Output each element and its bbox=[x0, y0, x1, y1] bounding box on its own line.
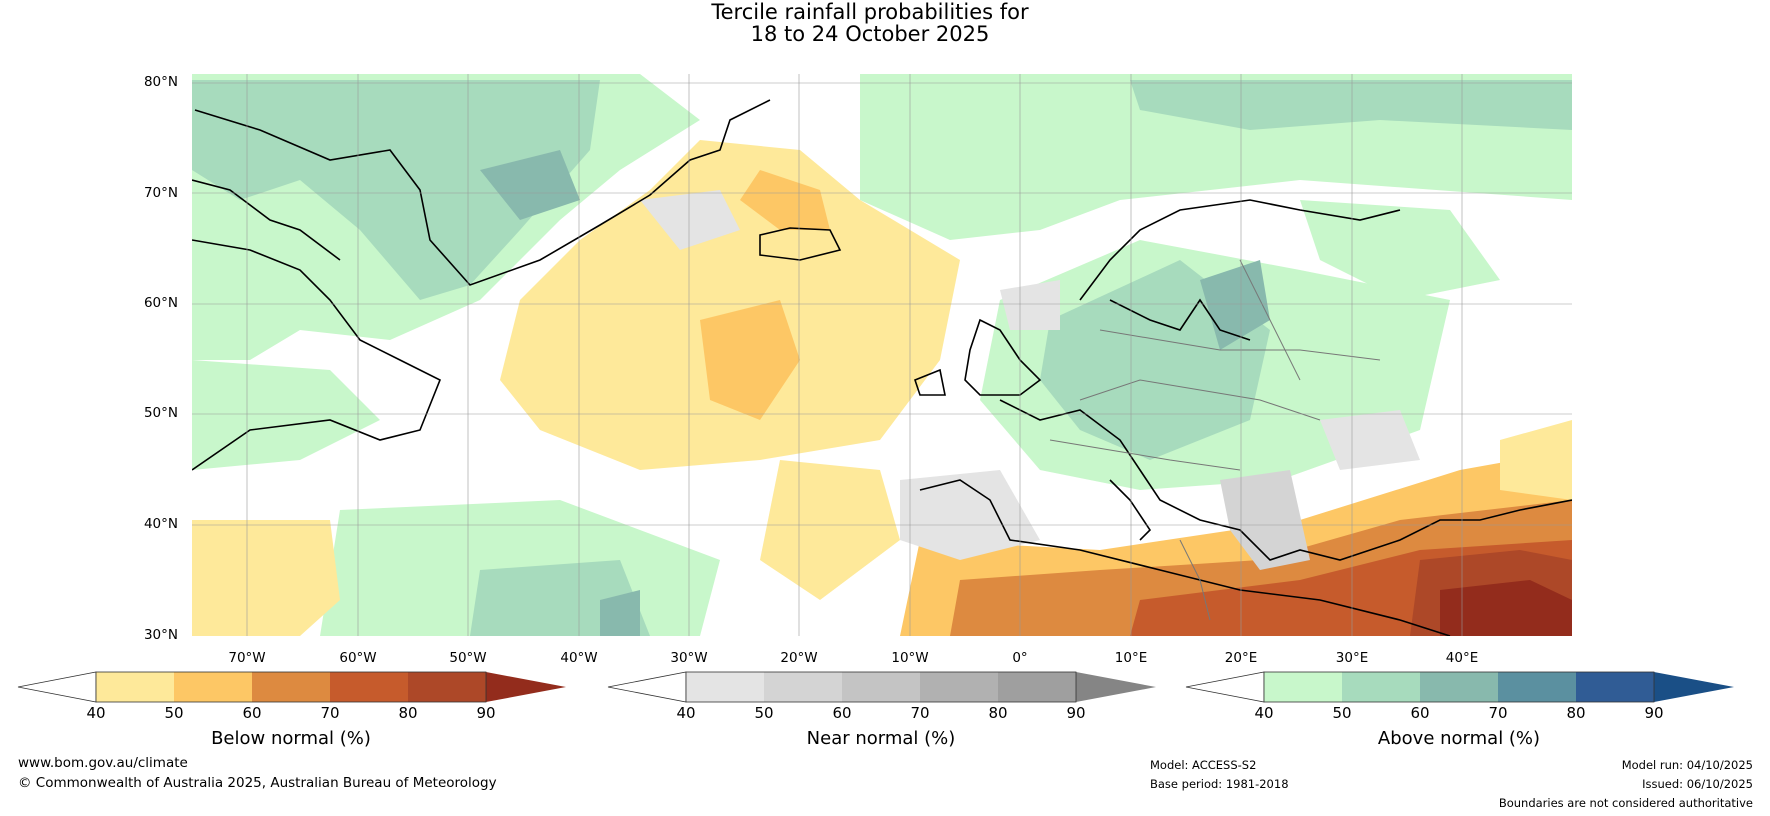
country-borders bbox=[1049, 259, 1381, 621]
map-area bbox=[192, 74, 1572, 636]
legend-tick: 50 bbox=[754, 704, 774, 722]
lat-label: 40°N bbox=[143, 516, 178, 532]
lat-label: 70°N bbox=[143, 185, 178, 201]
legend-tick: 90 bbox=[1066, 704, 1086, 722]
legend-tick: 40 bbox=[1254, 704, 1274, 722]
model-name: Model: ACCESS-S2 bbox=[1150, 758, 1257, 772]
lon-label: 60°W bbox=[339, 650, 377, 666]
legend-tick: 60 bbox=[832, 704, 852, 722]
lon-label: 30°W bbox=[670, 650, 708, 666]
lon-label: 20°W bbox=[780, 650, 818, 666]
near-normal-fields bbox=[640, 190, 1420, 570]
lon-label: 40°W bbox=[560, 650, 598, 666]
disclaimer: Boundaries are not considered authoritat… bbox=[1498, 796, 1753, 810]
website-link[interactable]: www.bom.gov.au/climate bbox=[18, 755, 188, 771]
model-run-date: Model run: 04/10/2025 bbox=[1621, 758, 1753, 772]
lon-label: 10°W bbox=[891, 650, 929, 666]
legend-title-near-normal: Near normal (%) bbox=[806, 728, 956, 749]
lat-label: 50°N bbox=[143, 405, 178, 421]
legend-above-normal-bar bbox=[1185, 671, 1734, 703]
lat-label: 60°N bbox=[143, 295, 178, 311]
lon-label: 20°E bbox=[1224, 650, 1258, 666]
legend-tick: 70 bbox=[1488, 704, 1508, 722]
legend-tick: 70 bbox=[910, 704, 930, 722]
legend-tick: 70 bbox=[320, 704, 340, 722]
lon-label: 40°E bbox=[1445, 650, 1479, 666]
base-period: Base period: 1981-2018 bbox=[1150, 777, 1289, 791]
graticule bbox=[192, 74, 1572, 636]
map-title-line-1: Tercile rainfall probabilities for bbox=[711, 0, 1029, 24]
lat-label: 30°N bbox=[143, 627, 178, 643]
lon-label: 30°E bbox=[1335, 650, 1369, 666]
legend-tick: 40 bbox=[676, 704, 696, 722]
legend-near-normal-bar bbox=[607, 671, 1156, 703]
issued-date: Issued: 06/10/2025 bbox=[1642, 777, 1753, 791]
lon-label: 10°E bbox=[1114, 650, 1148, 666]
legend-tick: 60 bbox=[242, 704, 262, 722]
legend-tick: 90 bbox=[1644, 704, 1664, 722]
lon-label: 70°W bbox=[228, 650, 266, 666]
legend-tick: 40 bbox=[86, 704, 106, 722]
legend-tick: 80 bbox=[988, 704, 1008, 722]
lon-label: 50°W bbox=[449, 650, 487, 666]
legend-tick: 50 bbox=[164, 704, 184, 722]
legend-tick: 60 bbox=[1410, 704, 1430, 722]
legend-tick: 80 bbox=[398, 704, 418, 722]
copyright-text: © Commonwealth of Australia 2025, Austra… bbox=[18, 775, 497, 791]
map-title-line-2: 18 to 24 October 2025 bbox=[750, 22, 990, 46]
lon-label: 0° bbox=[1012, 650, 1028, 666]
coastlines bbox=[192, 99, 1572, 636]
lat-label: 80°N bbox=[143, 74, 178, 90]
legend-title-below-normal: Below normal (%) bbox=[211, 728, 371, 749]
legend-below-normal-bar bbox=[17, 671, 566, 703]
legend-tick: 50 bbox=[1332, 704, 1352, 722]
legend-tick: 80 bbox=[1566, 704, 1586, 722]
legend-title-above-normal: Above normal (%) bbox=[1377, 728, 1541, 749]
legend-tick: 90 bbox=[476, 704, 496, 722]
